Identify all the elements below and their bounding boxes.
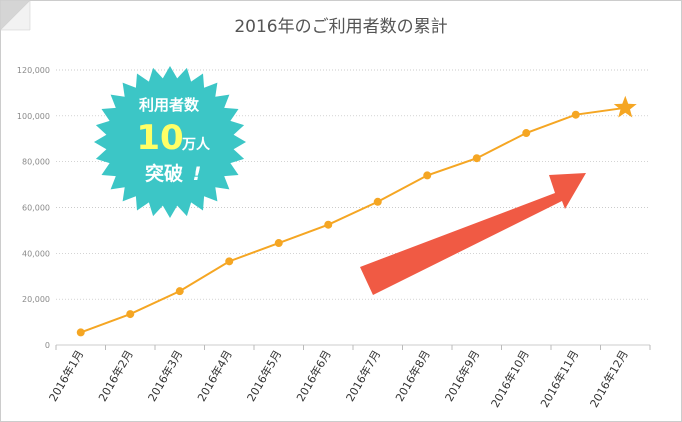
- starburst-badge-icon: [94, 66, 246, 218]
- data-point: [423, 171, 432, 180]
- y-tick-label: 80,000: [22, 158, 50, 167]
- arrow-up-right-icon: [360, 173, 586, 295]
- data-point: [373, 197, 382, 206]
- y-tick-label: 100,000: [17, 112, 50, 121]
- chart-title: 2016年のご利用者数の累計: [234, 17, 447, 37]
- corner-fold-shadow: [0, 0, 31, 31]
- star-icon: [613, 95, 637, 118]
- data-point: [175, 287, 184, 296]
- data-point: [225, 257, 234, 266]
- badge-number: 10: [136, 118, 183, 158]
- series-line: [80, 106, 626, 334]
- badge-exclaim: !: [193, 163, 202, 185]
- series-points: [76, 95, 637, 337]
- data-point: [522, 129, 531, 138]
- y-tick-label: 40,000: [22, 249, 50, 258]
- data-point: [126, 310, 135, 319]
- y-tick-label: 20,000: [22, 295, 50, 304]
- data-point: [571, 110, 580, 119]
- badge-unit: 万人: [181, 136, 211, 153]
- y-tick-label: 0: [45, 341, 50, 350]
- badge-line1: 利用者数: [139, 96, 200, 114]
- badge-line3: 突破: [145, 162, 183, 185]
- users-milestone-badge: 利用者数 10 万人 突破 !: [94, 66, 246, 218]
- data-point: [324, 220, 333, 229]
- data-point: [274, 239, 283, 248]
- y-tick-label: 120,000: [17, 66, 50, 75]
- y-axis-tick-labels: 0 20,000 40,000 60,000 80,000 100,000 120,000: [17, 66, 50, 350]
- data-point: [76, 328, 85, 337]
- data-point: [472, 154, 481, 163]
- y-tick-label: 60,000: [22, 204, 50, 213]
